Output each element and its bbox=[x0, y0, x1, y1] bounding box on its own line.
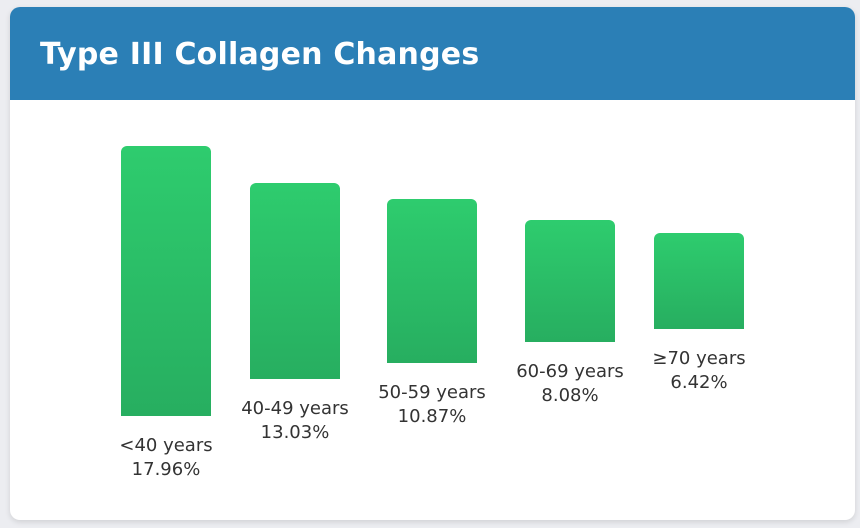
bar-label-2: 50-59 years 10.87% bbox=[357, 381, 507, 429]
chart-header: Type III Collagen Changes bbox=[10, 7, 855, 100]
category-label: 50-59 years bbox=[378, 381, 486, 403]
bar-label-0: <40 years 17.96% bbox=[91, 434, 241, 482]
bar-label-4: ≥70 years 6.42% bbox=[624, 347, 774, 395]
bar-2 bbox=[387, 199, 477, 363]
bar-0 bbox=[121, 145, 211, 417]
category-label: ≥70 years bbox=[652, 348, 746, 370]
bar-1 bbox=[250, 182, 340, 380]
plot-area: <40 years 17.96% 40-49 years 13.03% 50-59 ye… bbox=[10, 100, 855, 520]
value-label: 13.03% bbox=[260, 422, 330, 444]
value-label: 8.08% bbox=[541, 384, 599, 406]
category-label: 60-69 years bbox=[516, 360, 624, 382]
value-label: 17.96% bbox=[131, 459, 201, 481]
category-label: 40-49 years bbox=[241, 398, 349, 420]
value-label: 10.87% bbox=[397, 405, 467, 427]
chart-card: Type III Collagen Changes <40 years 17.96… bbox=[10, 7, 855, 520]
bar-label-1: 40-49 years 13.03% bbox=[220, 397, 370, 445]
category-label: <40 years bbox=[119, 435, 213, 457]
bar-label-3: 60-69 years 8.08% bbox=[495, 360, 645, 408]
value-label: 6.42% bbox=[670, 372, 728, 394]
bar-3 bbox=[525, 220, 615, 342]
chart-title: Type III Collagen Changes bbox=[40, 37, 480, 72]
bar-4 bbox=[654, 232, 744, 330]
